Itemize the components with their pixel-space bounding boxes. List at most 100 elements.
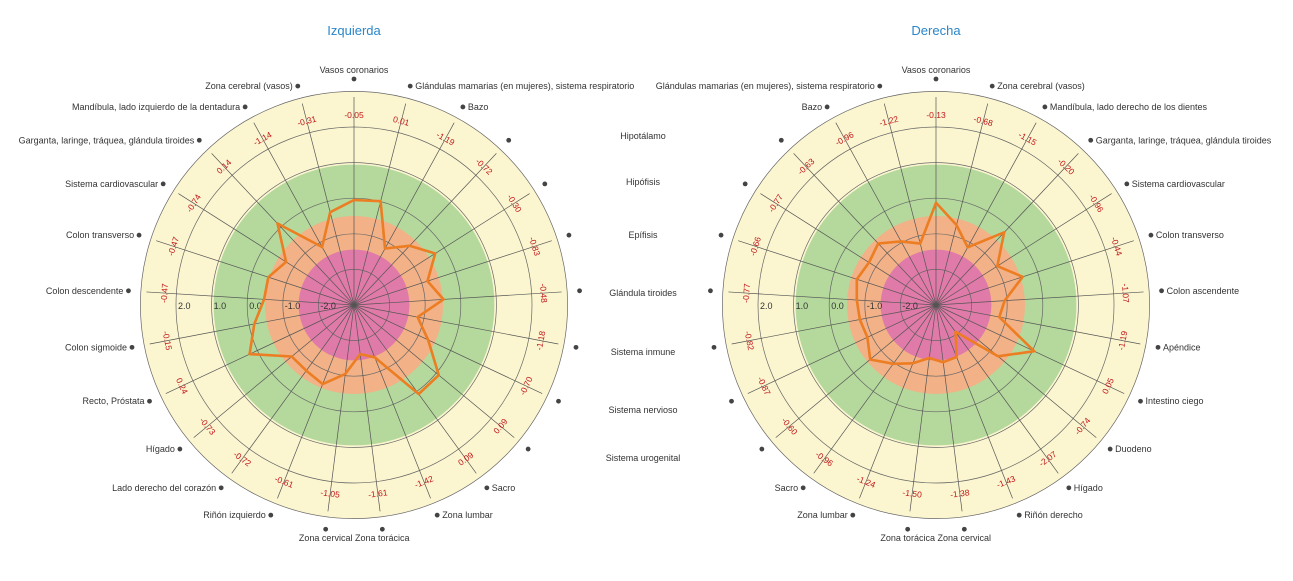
spoke-line	[835, 122, 937, 306]
spoke-label-left-garganta-laringe-traquea-glandula-tiroid: Garganta, laringe, tráquea, glándula tir…	[19, 135, 195, 145]
spoke-line	[760, 193, 937, 306]
spoke-label-right-zona-cerebral-vasos: Zona cerebral (vasos)	[997, 81, 1085, 91]
spoke-marker-dot	[708, 288, 713, 294]
spoke-label-left-colon-sigmoide: Colon sigmoide	[65, 342, 127, 352]
series-line	[248, 198, 445, 396]
spoke-label-left-glandulas-mamarias-en-mujeres-sistema-re: Glándulas mamarias (en mujeres), sistema…	[415, 81, 634, 91]
radial-tick-label: 0.0	[831, 301, 844, 311]
middle-label-hipofisis: Hipófisis	[626, 177, 661, 187]
spoke-label-left-colon-transverso: Colon transverso	[66, 230, 134, 240]
spoke-line	[193, 304, 355, 438]
spoke-line	[146, 291, 355, 306]
value-label: 0.01	[392, 114, 411, 128]
spoke-label-right-rinon-derecho: Riñón derecho	[1024, 510, 1083, 520]
spoke-line	[935, 304, 1013, 499]
spoke-marker-dot	[877, 83, 883, 89]
spoke-line	[353, 304, 515, 438]
spoke-label-right-vasos-coronarios: Vasos coronarios	[902, 65, 971, 75]
value-label: -0.47	[159, 283, 170, 303]
spoke-label-right-zona-cervical: Zona cervical	[938, 533, 992, 543]
value-label: -1.07	[1120, 283, 1131, 303]
spoke-label-left-sacro: Sacro	[492, 483, 516, 493]
spoke-marker-dot	[126, 288, 131, 294]
spoke-marker-dot	[556, 398, 561, 404]
grid-ring	[722, 91, 1150, 519]
spoke-marker-dot	[1088, 137, 1094, 143]
radial-tick-label: -1.0	[867, 301, 883, 311]
spoke-label-right-intestino-ciego: Intestino ciego	[1146, 396, 1204, 406]
spoke-line	[353, 193, 530, 306]
middle-label-glandula-tiroides: Glándula tiroides	[609, 288, 677, 298]
spoke-label-left-recto-prostata: Recto, Próstata	[82, 396, 144, 406]
spoke-line	[935, 122, 1037, 306]
spoke-line	[935, 153, 1079, 306]
spoke-line	[353, 291, 562, 306]
spoke-marker-dot	[1066, 485, 1072, 491]
value-label: -1.50	[902, 487, 923, 499]
spoke-line	[728, 291, 937, 306]
spoke-line	[156, 240, 355, 306]
value-label: -0.05	[344, 110, 364, 120]
spoke-marker-dot	[177, 446, 183, 452]
spoke-marker-dot	[759, 446, 765, 452]
spoke-line	[231, 304, 355, 474]
spoke-label-left-colon-descendente: Colon descendente	[46, 286, 124, 296]
spoke-line	[935, 304, 963, 512]
radial-tick-label: 2.0	[178, 301, 191, 311]
spoke-label-right-zona-lumbar: Zona lumbar	[797, 510, 848, 520]
spoke-marker-dot	[542, 181, 548, 187]
spoke-line	[353, 122, 455, 306]
spoke-marker-dot	[525, 446, 531, 452]
spoke-line	[353, 304, 543, 394]
spoke-marker-dot	[295, 83, 301, 89]
value-label: -1.61	[368, 487, 389, 499]
spoke-label-left-zona-toracica: Zona torácica	[355, 533, 410, 543]
spoke-line	[353, 304, 431, 499]
spoke-label-right-mandibula-lado-derecho-de-los-dientes: Mandíbula, lado derecho de los dientes	[1050, 102, 1208, 112]
middle-label-sistema-inmune: Sistema inmune	[611, 347, 676, 357]
spoke-marker-dot	[573, 344, 579, 350]
spoke-marker-dot	[129, 344, 135, 350]
value-label: -1.22	[878, 114, 900, 129]
spoke-marker-dot	[729, 398, 734, 404]
spoke-marker-dot	[850, 512, 856, 518]
radial-tick-label: 1.0	[214, 301, 227, 311]
spoke-marker-dot	[933, 76, 939, 82]
spoke-marker-dot	[147, 398, 152, 404]
radial-tick-label: 1.0	[796, 301, 809, 311]
spoke-marker-dot	[1042, 104, 1048, 110]
spoke-line	[738, 240, 937, 306]
spoke-line	[935, 103, 989, 306]
spoke-line	[935, 291, 1144, 306]
spoke-marker-dot	[506, 137, 512, 143]
spoke-marker-dot	[242, 104, 248, 110]
spoke-marker-dot	[577, 288, 582, 294]
middle-label-hipotalamo: Hipotálamo	[620, 131, 666, 141]
spoke-label-left-bazo: Bazo	[468, 102, 489, 112]
spoke-line	[353, 153, 497, 306]
spoke-marker-dot	[196, 137, 202, 143]
radar-chart-right: 2.0 1.0 0.0 -1.0 -2.0-0.13 -0.68-1.15-0.20-0.…	[656, 65, 1272, 543]
middle-label-sistema-urogenital: Sistema urogenital	[606, 453, 681, 463]
spoke-line	[813, 304, 937, 474]
spoke-label-left-zona-lumbar: Zona lumbar	[442, 510, 493, 520]
spoke-line	[935, 304, 1141, 345]
radial-tick-label: 0.0	[249, 301, 262, 311]
value-label: -1.05	[320, 487, 341, 499]
spoke-line	[277, 304, 355, 499]
spoke-marker-dot	[1138, 398, 1143, 404]
radial-tick-label: -2.0	[320, 301, 336, 311]
spoke-line	[301, 103, 355, 306]
value-label: -1.18	[534, 330, 548, 351]
spoke-label-right-glandulas-mamarias-en-mujeres-sistema-re: Glándulas mamarias (en mujeres), sistema…	[656, 81, 875, 91]
spoke-line	[793, 153, 937, 306]
spoke-line	[859, 304, 937, 499]
radial-tick-label: 2.0	[760, 301, 773, 311]
spoke-label-left-rinon-izquierdo: Riñón izquierdo	[203, 510, 266, 520]
spoke-label-right-sistema-cardiovascular: Sistema cardiovascular	[1132, 179, 1225, 189]
spoke-label-right-colon-ascendente: Colon ascendente	[1167, 286, 1240, 296]
spoke-label-left-vasos-coronarios: Vasos coronarios	[320, 65, 389, 75]
spoke-label-right-apendice: Apéndice	[1163, 342, 1201, 352]
spoke-marker-dot	[160, 181, 166, 187]
